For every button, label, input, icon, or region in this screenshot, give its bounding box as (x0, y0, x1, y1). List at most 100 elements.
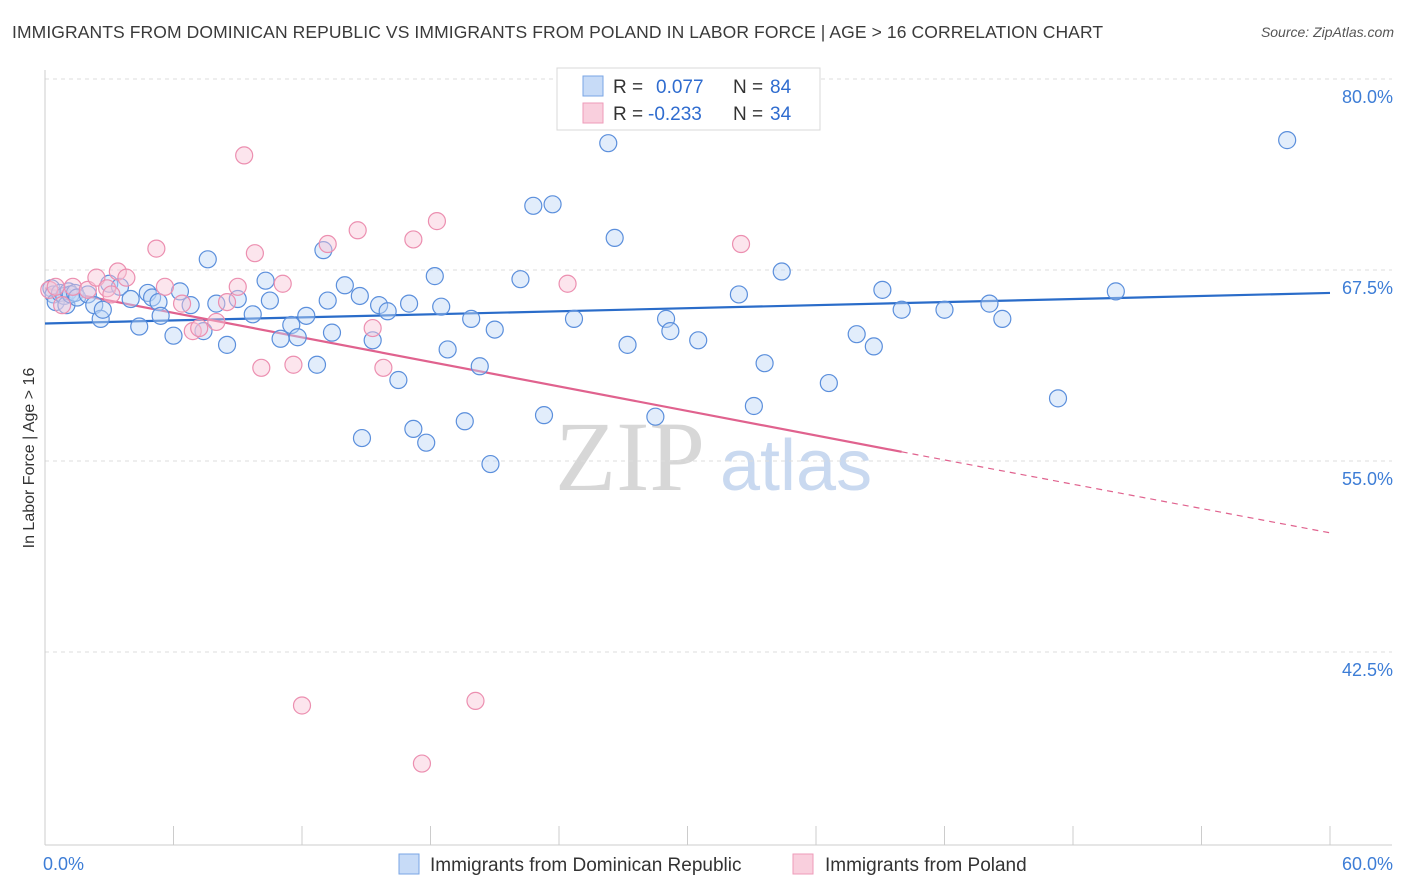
x-tick-label-min: 0.0% (43, 854, 84, 874)
point-dominican-republic (318, 291, 337, 310)
point-dominican-republic (335, 276, 354, 295)
point-dominican-republic (470, 357, 489, 376)
point-dominican-republic (243, 305, 262, 324)
point-poland (207, 312, 226, 332)
legend-swatch-pink (582, 102, 604, 124)
point-dominican-republic (564, 309, 584, 328)
point-poland (363, 318, 382, 338)
point-poland (87, 268, 106, 287)
trend-line-poland-extension (901, 451, 1331, 534)
legend-swatch-blue (582, 75, 604, 97)
point-poland (404, 230, 423, 249)
point-dominican-republic (307, 355, 327, 374)
gridlines (45, 78, 1392, 653)
point-dominican-republic (646, 407, 665, 426)
point-dominican-republic (352, 428, 372, 448)
legend-r-label-2: R = (613, 104, 643, 125)
point-dominican-republic (288, 328, 307, 347)
bottom-legend-label-blue: Immigrants from Dominican Republic (430, 855, 742, 876)
point-poland (284, 355, 303, 374)
bottom-legend: Immigrants from Dominican Republic Immig… (398, 853, 1027, 876)
point-dominican-republic (149, 292, 168, 312)
point-dominican-republic (93, 300, 112, 319)
point-dominican-republic (121, 289, 140, 309)
y-tick-label: 67.5% (1342, 278, 1393, 298)
point-dominican-republic (605, 228, 624, 248)
legend-r-value-1: 0.077 (656, 77, 704, 98)
point-dominican-republic (524, 196, 543, 215)
point-poland (412, 754, 432, 773)
point-dominican-republic (438, 340, 457, 359)
point-poland (245, 244, 264, 263)
point-dominican-republic (350, 286, 369, 306)
legend: R = 0.077 N = 84 R = -0.233 N = 34 (556, 67, 821, 131)
point-poland (466, 691, 485, 710)
point-dominican-republic (993, 309, 1012, 328)
chart-title: IMMIGRANTS FROM DOMINICAN REPUBLIC VS IM… (12, 22, 1104, 42)
point-dominican-republic (744, 396, 763, 416)
point-poland (731, 234, 751, 254)
point-poland (102, 285, 121, 304)
bottom-legend-swatch-blue (398, 853, 420, 875)
point-poland (117, 268, 136, 287)
point-dominican-republic (217, 335, 237, 354)
point-dominican-republic (322, 323, 342, 342)
point-dominican-republic (78, 285, 97, 304)
trend-lines (44, 287, 1331, 534)
point-dominican-republic (864, 337, 883, 356)
point-poland (155, 277, 175, 296)
point-poland (273, 274, 292, 293)
legend-r-value-2: -0.233 (648, 104, 702, 125)
point-dominican-republic (485, 320, 504, 339)
y-tick-label: 80.0% (1342, 87, 1393, 107)
point-dominican-republic (511, 270, 530, 289)
legend-n-value-1: 84 (770, 77, 792, 98)
point-dominican-republic (873, 280, 892, 299)
point-poland (318, 234, 337, 254)
point-poland (46, 277, 65, 296)
point-dominican-republic (618, 335, 637, 354)
point-poland (147, 239, 166, 258)
point-dominican-republic (256, 271, 275, 290)
point-poland (217, 292, 237, 312)
point-poland (252, 358, 271, 377)
legend-n-value-2: 34 (770, 104, 792, 125)
point-poland (348, 221, 367, 240)
point-dominican-republic (980, 294, 999, 313)
point-dominican-republic (425, 267, 444, 286)
point-poland (292, 696, 312, 715)
point-dominican-republic (1278, 131, 1297, 150)
point-dominican-republic (271, 329, 290, 348)
point-dominican-republic (534, 406, 554, 425)
point-poland (374, 358, 393, 377)
point-dominican-republic (819, 373, 838, 393)
point-dominican-republic (455, 412, 474, 431)
point-poland (63, 277, 82, 296)
point-dominican-republic (892, 300, 911, 319)
source-label: Source: ZipAtlas.com (1260, 24, 1394, 40)
point-dominican-republic (729, 285, 749, 304)
tick-labels: 42.5% 55.0% 67.5% 80.0% 0.0% 60.0% (43, 87, 1393, 874)
point-dominican-republic (432, 297, 451, 316)
point-poland (172, 294, 192, 313)
point-poland (53, 296, 72, 315)
trend-line-poland (44, 287, 902, 453)
point-dominican-republic (151, 306, 170, 325)
point-dominican-republic (297, 306, 316, 325)
point-dominican-republic (399, 294, 419, 313)
point-dominican-republic (164, 326, 183, 345)
point-dominican-republic (198, 250, 217, 269)
legend-n-label-2: N = (733, 104, 763, 125)
trend-line-dominican-republic (44, 291, 1331, 325)
y-axis-label: In Labor Force | Age > 16 (21, 368, 38, 549)
point-poland (235, 146, 254, 165)
point-dominican-republic (130, 317, 149, 336)
point-dominican-republic (260, 291, 279, 310)
bottom-legend-swatch-pink (792, 853, 814, 875)
y-tick-label: 42.5% (1342, 660, 1393, 680)
point-dominican-republic (689, 331, 708, 350)
point-dominican-republic (599, 134, 618, 153)
point-dominican-republic (755, 354, 774, 373)
bottom-legend-label-pink: Immigrants from Poland (825, 855, 1027, 876)
